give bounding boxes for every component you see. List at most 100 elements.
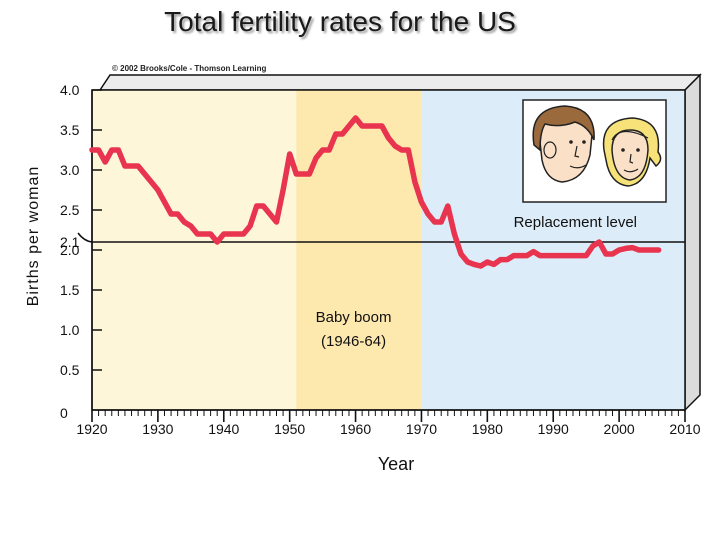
data-point xyxy=(117,148,120,152)
data-point xyxy=(387,136,390,140)
x-tick-label: 1990 xyxy=(538,421,569,437)
data-point xyxy=(374,124,377,128)
replacement-level-label: Replacement level xyxy=(514,214,637,231)
data-point xyxy=(400,148,403,152)
data-point xyxy=(525,254,529,257)
data-point xyxy=(472,263,476,266)
data-point xyxy=(308,172,311,176)
data-point xyxy=(519,254,522,257)
x-tick-label: 1950 xyxy=(274,421,305,437)
data-point xyxy=(110,148,113,152)
data-point xyxy=(196,232,199,236)
data-point xyxy=(242,232,245,236)
x-axis-title: Year xyxy=(378,454,414,474)
series-layer xyxy=(89,115,662,269)
x-tick-label: 1940 xyxy=(208,421,239,437)
chart-title: Total fertility rates for the US xyxy=(164,6,516,37)
data-point xyxy=(565,254,568,257)
x-axis: 1920 1930 1940 1950 1960 1970 1980 1990 2000 2010 xyxy=(76,409,701,437)
data-point xyxy=(235,232,239,236)
data-point xyxy=(611,252,614,256)
replacement-pointer xyxy=(77,232,93,243)
annotation-label: Baby boom xyxy=(316,309,392,326)
data-point xyxy=(314,156,318,160)
data-point xyxy=(341,132,344,136)
y-axis-title: Births per woman xyxy=(25,166,42,307)
data-point xyxy=(156,188,160,192)
data-point xyxy=(617,248,621,252)
data-point xyxy=(440,220,443,224)
data-point xyxy=(176,212,179,216)
data-point xyxy=(479,264,482,268)
data-point xyxy=(222,232,225,236)
y-tick-label: 2.0 xyxy=(60,242,80,258)
data-point xyxy=(275,220,278,224)
y-tick-label: 4.0 xyxy=(60,82,80,98)
y-tick-label: 3.5 xyxy=(60,122,80,138)
data-point xyxy=(103,160,107,164)
data-point xyxy=(466,260,469,264)
data-point xyxy=(262,204,265,208)
data-point xyxy=(644,248,647,252)
family-illustration xyxy=(522,99,667,203)
data-point xyxy=(143,172,146,176)
data-point xyxy=(268,212,272,216)
data-point xyxy=(360,124,364,128)
y-axis: 4.0 3.5 3.0 2.5 2.12.0 1.5 1.0 0.5 0 xyxy=(60,82,102,421)
y-tick-label: 2.5 xyxy=(60,202,80,218)
data-point xyxy=(90,148,94,152)
data-point xyxy=(591,244,594,248)
data-point xyxy=(215,240,219,244)
data-point xyxy=(512,254,515,257)
data-point xyxy=(380,124,384,128)
data-point xyxy=(492,263,496,266)
data-point xyxy=(209,232,212,236)
data-point xyxy=(453,232,456,236)
data-point xyxy=(255,204,258,208)
x-tick-label: 2000 xyxy=(604,421,635,437)
y-tick-label: 2.1 xyxy=(60,234,80,250)
x-tick-label: 1970 xyxy=(406,421,437,437)
data-point xyxy=(538,254,542,257)
annotations: Baby boom (1946-64) xyxy=(316,309,392,350)
x-tick-label: 1930 xyxy=(142,421,173,437)
data-point xyxy=(123,164,127,168)
data-point xyxy=(459,252,463,256)
plot-right-face xyxy=(684,73,701,412)
y-tick-label: 0.5 xyxy=(60,362,80,378)
data-point xyxy=(130,164,133,168)
data-point xyxy=(97,148,100,152)
band-baby-boom xyxy=(296,90,422,410)
data-point xyxy=(631,246,634,249)
data-point xyxy=(202,232,206,236)
data-point xyxy=(367,124,370,128)
x-tick-label: 1920 xyxy=(76,421,107,437)
data-point xyxy=(189,224,193,228)
data-point xyxy=(328,148,331,152)
x-tick-label: 1960 xyxy=(340,421,371,437)
data-point xyxy=(183,220,186,224)
data-point xyxy=(163,200,166,204)
y-tick-label: 0 xyxy=(60,405,68,421)
data-point xyxy=(347,124,351,128)
data-point xyxy=(552,254,555,257)
data-point xyxy=(426,212,430,216)
data-point xyxy=(584,254,588,257)
band-pre-boom xyxy=(92,90,297,410)
data-point xyxy=(571,254,575,257)
data-point xyxy=(248,224,252,228)
data-point xyxy=(604,252,608,256)
data-point xyxy=(150,180,153,184)
data-point xyxy=(169,212,173,216)
boy-face-icon xyxy=(532,105,595,183)
data-point xyxy=(446,204,449,208)
data-point xyxy=(420,200,423,204)
x-tick-label: 1980 xyxy=(472,421,503,437)
data-point xyxy=(301,172,305,176)
data-point xyxy=(295,172,298,176)
data-point xyxy=(288,152,291,156)
data-point xyxy=(545,254,548,257)
x-tick-label: 2010 xyxy=(669,421,700,437)
data-point xyxy=(433,220,436,224)
